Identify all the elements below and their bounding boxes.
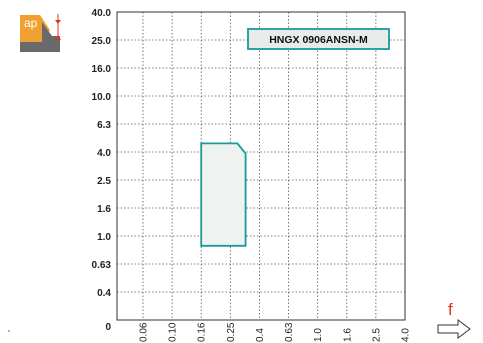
x-tick-label: 0.4 — [255, 328, 266, 342]
x-tick-label: 1.6 — [342, 328, 353, 342]
x-axis-ticks: 0.06 0.10 0.16 0.25 0.4 0.63 1.0 1.6 2.5 4.0 — [139, 322, 412, 342]
x-tick-label: 2.5 — [371, 328, 382, 342]
plot-frame — [116, 11, 406, 321]
y-tick-label: 0 — [105, 322, 111, 333]
y-tick-label: 0.4 — [97, 288, 111, 299]
y-tick-label: 6.3 — [97, 120, 111, 131]
x-tick-label: 1.0 — [313, 328, 324, 342]
y-tick-label: 10.0 — [92, 92, 112, 103]
series-tag-label: HNGX 0906ANSN-M — [269, 34, 368, 46]
series-tag: HNGX 0906ANSN-M — [247, 28, 390, 50]
ap-label: ap — [24, 16, 38, 30]
x-tick-label: 0.25 — [226, 322, 237, 342]
y-tick-label: 40.0 — [92, 8, 112, 19]
series-tag-box — [247, 28, 390, 50]
x-tick-label: 0.63 — [284, 322, 295, 342]
y-tick-label: 16.0 — [92, 64, 112, 75]
grid — [117, 12, 405, 320]
y-axis-ticks: 0 0.4 0.63 1.0 1.6 2.5 4.0 6.3 10.0 16.0 25.0 40.0 — [92, 8, 112, 333]
x-axis-label: f — [448, 300, 453, 319]
y-tick-label: 1.0 — [97, 232, 111, 243]
application-region — [200, 142, 247, 247]
x-tick-label: 0.06 — [139, 322, 150, 342]
y-tick-label: 2.5 — [97, 176, 111, 187]
y-tick-label: 1.6 — [97, 204, 111, 215]
x-tick-label: 4.0 — [401, 328, 412, 342]
x-tick-label: 0.16 — [197, 322, 208, 342]
y-tick-label: 4.0 — [97, 148, 111, 159]
y-tick-label: 25.0 — [92, 36, 112, 47]
x-tick-label: 0.10 — [168, 322, 179, 342]
x-axis-arrow-icon — [437, 319, 471, 339]
y-tick-label: 0.63 — [92, 260, 112, 271]
ap-depth-icon: ap — [20, 14, 61, 52]
